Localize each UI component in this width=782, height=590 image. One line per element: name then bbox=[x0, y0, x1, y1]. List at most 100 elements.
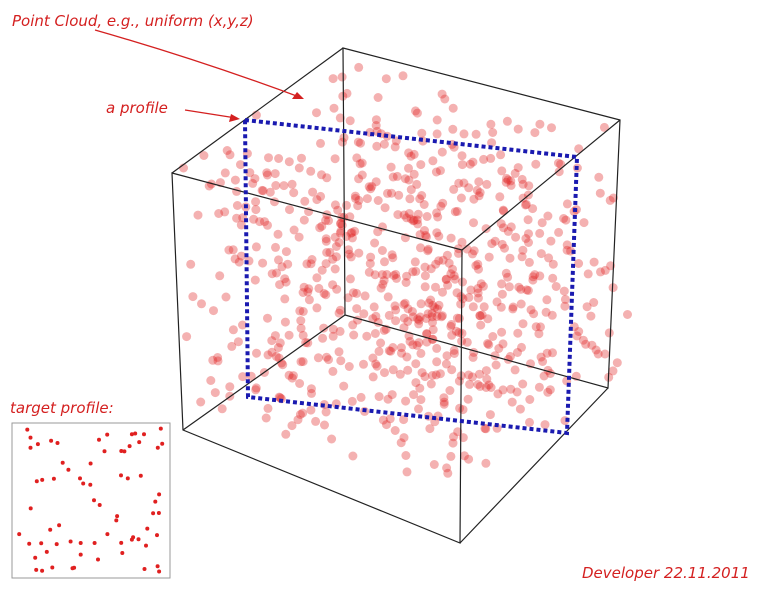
point bbox=[275, 280, 285, 290]
point bbox=[294, 232, 304, 242]
point bbox=[220, 168, 230, 178]
point bbox=[498, 339, 508, 349]
point bbox=[554, 227, 564, 237]
point bbox=[138, 473, 143, 478]
point bbox=[409, 169, 419, 179]
point bbox=[144, 543, 148, 548]
point bbox=[508, 302, 518, 312]
point bbox=[324, 355, 333, 365]
point bbox=[336, 356, 346, 366]
point bbox=[283, 259, 293, 269]
point bbox=[380, 368, 389, 378]
point bbox=[312, 303, 322, 313]
point bbox=[328, 254, 338, 264]
point bbox=[477, 310, 487, 320]
point bbox=[377, 246, 387, 255]
point bbox=[431, 370, 441, 380]
point bbox=[391, 316, 401, 326]
point bbox=[399, 323, 409, 333]
point bbox=[561, 215, 571, 225]
point bbox=[442, 351, 452, 361]
point bbox=[224, 245, 234, 255]
point bbox=[464, 183, 474, 193]
point bbox=[394, 190, 404, 200]
point bbox=[518, 379, 528, 389]
point bbox=[339, 381, 349, 391]
point bbox=[542, 348, 552, 358]
point bbox=[506, 222, 516, 232]
point bbox=[383, 292, 393, 302]
point bbox=[371, 311, 381, 321]
point bbox=[487, 239, 497, 249]
point bbox=[434, 231, 444, 241]
point bbox=[324, 216, 333, 226]
point bbox=[433, 304, 442, 314]
point bbox=[238, 320, 247, 330]
point bbox=[441, 275, 451, 285]
point bbox=[92, 541, 97, 545]
point bbox=[267, 347, 277, 357]
point bbox=[353, 201, 363, 211]
point bbox=[480, 423, 490, 433]
point bbox=[530, 270, 540, 280]
point bbox=[115, 514, 120, 519]
point bbox=[518, 319, 528, 329]
point bbox=[295, 410, 305, 419]
point bbox=[410, 257, 420, 267]
point bbox=[428, 156, 438, 166]
point bbox=[445, 386, 455, 395]
point bbox=[462, 337, 472, 347]
point bbox=[483, 339, 493, 348]
point bbox=[447, 320, 456, 329]
point bbox=[427, 371, 437, 380]
point bbox=[432, 357, 442, 367]
point bbox=[28, 506, 33, 511]
point bbox=[535, 119, 545, 129]
point bbox=[490, 351, 500, 361]
point bbox=[153, 499, 158, 504]
point bbox=[554, 158, 563, 168]
point bbox=[475, 381, 485, 391]
point bbox=[414, 319, 424, 329]
point bbox=[206, 376, 216, 385]
point bbox=[336, 218, 346, 228]
point bbox=[574, 259, 584, 268]
cube bbox=[171, 47, 621, 544]
point bbox=[399, 313, 409, 323]
point bbox=[39, 541, 44, 546]
point bbox=[599, 122, 609, 132]
point bbox=[507, 397, 517, 407]
point bbox=[312, 108, 321, 118]
point bbox=[497, 166, 507, 176]
point bbox=[336, 226, 346, 236]
point bbox=[188, 292, 198, 302]
point bbox=[345, 274, 355, 284]
point bbox=[387, 188, 396, 198]
point bbox=[478, 281, 488, 291]
point bbox=[137, 440, 142, 445]
point bbox=[540, 420, 550, 430]
point bbox=[496, 219, 506, 229]
point bbox=[431, 167, 441, 177]
point bbox=[559, 214, 569, 223]
point bbox=[238, 372, 248, 382]
point bbox=[525, 395, 535, 404]
point bbox=[455, 403, 465, 413]
point bbox=[328, 74, 338, 84]
point bbox=[362, 194, 372, 204]
point bbox=[446, 321, 456, 331]
point bbox=[97, 437, 101, 442]
point bbox=[380, 257, 389, 267]
point bbox=[298, 357, 308, 367]
point bbox=[524, 257, 534, 267]
point bbox=[497, 289, 507, 299]
arrowhead bbox=[292, 92, 304, 99]
point bbox=[332, 284, 342, 294]
point bbox=[230, 254, 240, 264]
point bbox=[494, 344, 504, 353]
point bbox=[281, 277, 291, 287]
point bbox=[347, 233, 357, 243]
point bbox=[145, 526, 150, 531]
point bbox=[416, 160, 426, 170]
point bbox=[347, 228, 357, 237]
